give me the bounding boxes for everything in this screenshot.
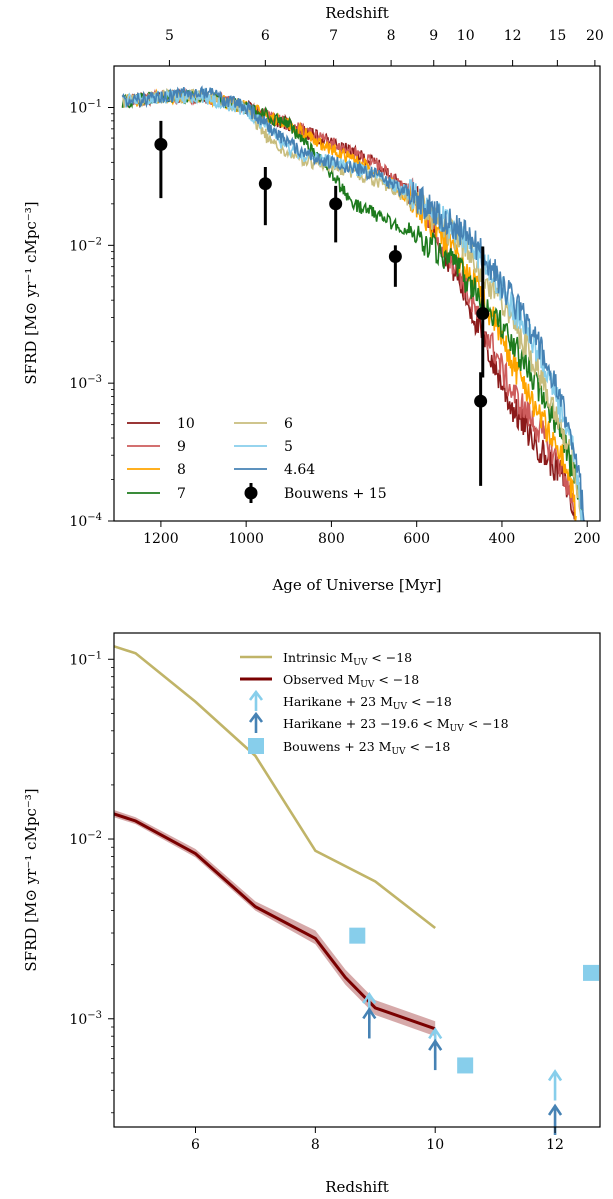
bottom-legend: Intrinsic MUV < −18 Observed MUV < −18 Har… <box>240 650 509 757</box>
bottom-x-ticks: 6 8 10 12 <box>191 1127 564 1153</box>
harikane-bright-arrow-head <box>428 1038 443 1051</box>
legend-arrow-harikane-full-head <box>248 689 264 701</box>
legend-arrow-harikane-bright-head <box>248 711 264 723</box>
y-tick-label: 10−2 <box>69 236 102 254</box>
bouwens15-point <box>474 394 488 408</box>
x-tick-label: 8 <box>311 1137 320 1153</box>
bouwens15-point <box>329 197 343 211</box>
bouwens15-point <box>258 177 272 191</box>
x-tick-label: 1000 <box>228 531 264 547</box>
bottom-y-ticks: 10−3 10−2 10−1 <box>69 650 114 1114</box>
series-line-intrinsic <box>114 645 436 930</box>
bouwens15-point <box>154 137 168 151</box>
top-panel: Redshift 5 6 7 8 9 10 12 15 20 1200 1000 800 600 400… <box>22 4 604 594</box>
bouwens23-square <box>583 964 600 981</box>
bouwens15-point <box>388 249 402 263</box>
harikane-full-arrow-head <box>547 1069 563 1082</box>
redshift-tick-label: 15 <box>548 28 566 44</box>
bottom-x-axis-label: Redshift <box>325 1178 389 1196</box>
x-tick-label: 10 <box>426 1137 444 1153</box>
bottom-plot-frame <box>113 632 601 1128</box>
bouwens23-square <box>349 927 366 944</box>
harikane-full-arrow-head <box>428 1027 443 1040</box>
legend-label-intrinsic: Intrinsic MUV < −18 <box>283 650 412 668</box>
x-tick-label: 800 <box>318 531 345 547</box>
series-line-7 <box>121 89 584 519</box>
x-tick-label: 1200 <box>143 531 179 547</box>
bottom-panel: 6 8 10 12 10−3 10−2 10−1 Redshift SFRD [M⊙ yr… <box>22 632 601 1196</box>
top-y-ticks: 10−4 10−3 10−2 10−1 <box>69 98 114 530</box>
harikane-bright-arrow-head <box>547 1103 563 1116</box>
bottom-y-axis-label: SFRD [M⊙ yr⁻¹ cMpc⁻³] <box>22 788 40 971</box>
top-plot-frame <box>113 65 601 522</box>
top-legend: 10 9 8 7 6 5 4.64 Bouwens + 15 <box>127 416 387 503</box>
redshift-tick-label: 8 <box>387 28 396 44</box>
y-tick-label: 10−3 <box>69 374 102 392</box>
bouwens23-square <box>457 1057 474 1074</box>
redshift-tick-label: 20 <box>586 28 604 44</box>
x-tick-label: 600 <box>403 531 430 547</box>
top-x-ticks: 1200 1000 800 600 400 200 <box>143 521 601 547</box>
redshift-tick-label: 10 <box>457 28 475 44</box>
legend-label: 7 <box>177 486 186 502</box>
top-redshift-ticks: 5 6 7 8 9 10 12 15 20 <box>165 28 604 66</box>
legend-label-harikane-bright: Harikane + 23 −19.6 < MUV < −18 <box>283 716 509 734</box>
x-tick-label: 200 <box>574 531 601 547</box>
legend-label: Bouwens + 15 <box>284 486 387 502</box>
top-bouwens15-points <box>154 120 490 486</box>
legend-label: 4.64 <box>284 462 315 478</box>
legend-label-bouwens23: Bouwens + 23 MUV < −18 <box>283 739 450 757</box>
legend-label: 8 <box>177 462 186 478</box>
y-tick-label: 10−3 <box>69 1010 102 1028</box>
x-tick-label: 400 <box>489 531 516 547</box>
legend-label: 10 <box>177 416 195 432</box>
series-line-4.64 <box>121 85 586 521</box>
harikane-bright-arrow-head <box>362 1007 377 1020</box>
redshift-tick-label: 9 <box>429 28 438 44</box>
legend-square-bouwens23 <box>248 738 264 754</box>
legend-label: 6 <box>284 416 293 432</box>
y-tick-label: 10−1 <box>69 98 102 116</box>
bouwens15-point <box>476 307 490 321</box>
redshift-tick-label: 6 <box>261 28 270 44</box>
redshift-tick-label: 5 <box>165 28 174 44</box>
x-tick-label: 12 <box>546 1137 564 1153</box>
legend-marker <box>244 486 258 500</box>
top-x-axis-label: Age of Universe [Myr] <box>271 576 441 594</box>
x-tick-label: 6 <box>191 1137 200 1153</box>
top-redshift-label: Redshift <box>325 4 389 22</box>
y-tick-label: 10−2 <box>69 830 102 848</box>
bottom-observation-points <box>349 927 600 1135</box>
redshift-tick-label: 12 <box>504 28 522 44</box>
observed-band <box>114 810 436 1037</box>
y-tick-label: 10−4 <box>69 512 102 530</box>
top-y-axis-label: SFRD [M⊙ yr⁻¹ cMpc⁻³] <box>22 201 40 384</box>
y-tick-label: 10−1 <box>69 650 102 668</box>
legend-label-harikane-full: Harikane + 23 MUV < −18 <box>283 694 452 712</box>
redshift-tick-label: 7 <box>329 28 338 44</box>
legend-label: 9 <box>177 439 186 455</box>
legend-label-observed: Observed MUV < −18 <box>283 672 419 690</box>
harikane-full-arrow-head <box>362 991 377 1004</box>
legend-label: 5 <box>284 439 293 455</box>
top-series-lines <box>121 85 586 521</box>
